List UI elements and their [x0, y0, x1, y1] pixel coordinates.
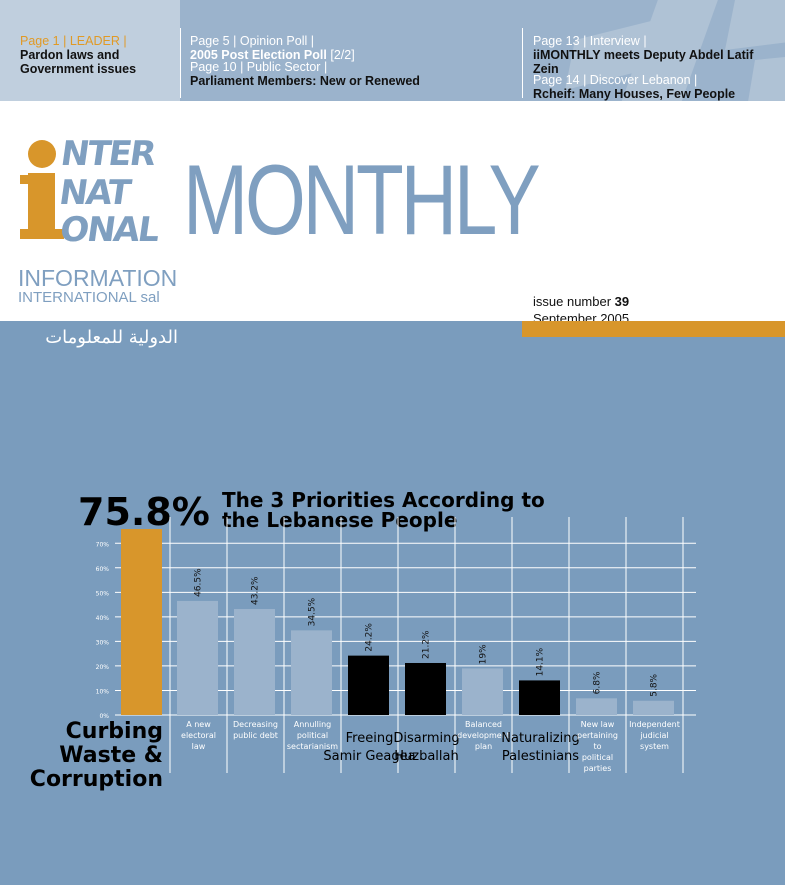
- bar: [462, 668, 503, 715]
- toc-item-2-page: Page 5: [190, 34, 230, 48]
- toc-item-2[interactable]: Page 5 | Opinion Poll | 2005 Post Electi…: [190, 34, 355, 62]
- chart-title: The 3 Priorities According to the Lebane…: [222, 488, 545, 532]
- bar: [177, 600, 218, 715]
- category-label: Independent: [629, 720, 680, 729]
- logo-line-3: ONAL: [58, 210, 162, 245]
- category-label: Annulling: [294, 720, 332, 729]
- y-tick-label: 40%: [96, 615, 110, 622]
- toc-item-4[interactable]: Page 13 | Interview | iiMONTHLY meets De…: [533, 34, 754, 76]
- value-label: 34.5%: [308, 597, 318, 626]
- international-logo: NTER NAT ONAL: [20, 134, 162, 245]
- publisher-line-2: INTERNATIONAL sal: [18, 289, 160, 306]
- masthead: [0, 101, 785, 321]
- masthead-title: MONTHLY: [183, 144, 541, 255]
- category-label: sectarianism: [287, 742, 338, 751]
- divider: [180, 28, 181, 98]
- issue-value: 39: [614, 294, 630, 309]
- category-label: Disarming: [393, 731, 459, 746]
- category-label: electoral: [181, 731, 216, 740]
- y-tick-label: 50%: [96, 590, 110, 597]
- value-label: 46.5%: [194, 568, 204, 597]
- toc-item-1-section: LEADER: [69, 34, 120, 48]
- toc-item-4-page: Page 13: [533, 34, 580, 48]
- value-label: 5.8%: [650, 673, 660, 696]
- y-tick-label: 20%: [96, 664, 110, 671]
- toc-item-3-section: Public Sector: [246, 60, 321, 74]
- value-label: 6.8%: [593, 671, 603, 694]
- category-label: Samir Geagea: [323, 749, 415, 764]
- toc-item-4-title: iiMONTHLY meets Deputy Abdel Latif Zein: [533, 48, 754, 76]
- divider: [522, 28, 523, 98]
- toc-item-4-section: Interview: [589, 34, 640, 48]
- category-label: plan: [475, 742, 492, 751]
- category-label: public debt: [233, 731, 278, 740]
- value-label: 21.2%: [422, 630, 432, 659]
- contents-bar: Page 1 | LEADER | Pardon laws and Govern…: [0, 0, 785, 101]
- toc-item-3-page: Page 10: [190, 60, 237, 74]
- toc-item-3-title: Parliament Members: New or Renewed: [190, 74, 420, 88]
- category-label: Naturalizing: [501, 731, 580, 746]
- accent-strip: [522, 321, 785, 337]
- issue-number: issue number 39: [533, 294, 629, 309]
- bar: [291, 630, 332, 715]
- y-tick-label: 0%: [99, 713, 109, 720]
- top-priority-label: Curbing Waste & Corruption: [29, 719, 163, 792]
- category-label: law: [192, 742, 206, 751]
- category-label: Palestinians: [502, 749, 579, 764]
- category-label: development: [457, 731, 510, 740]
- category-label: pertaining: [577, 731, 618, 740]
- bar: [234, 609, 275, 715]
- toc-item-5[interactable]: Page 14 | Discover Lebanon | Rcheif: Man…: [533, 73, 736, 101]
- bar: [348, 655, 389, 715]
- category-label: political: [582, 753, 613, 762]
- y-tick-label: 30%: [96, 639, 110, 646]
- map-decoration: [565, 0, 785, 101]
- issue-label: issue number: [533, 294, 612, 309]
- category-label: system: [640, 742, 669, 751]
- category-label: parties: [584, 764, 612, 773]
- bar: [519, 680, 560, 715]
- logo-line-2: NAT: [57, 173, 135, 213]
- publisher-line-1: INFORMATION: [18, 265, 178, 291]
- category-label: Decreasing: [233, 720, 278, 729]
- y-tick-label: 10%: [96, 688, 110, 695]
- toc-item-5-title: Rcheif: Many Houses, Few People: [533, 87, 736, 101]
- toc-item-5-page: Page 14: [533, 73, 580, 87]
- y-tick-label: 70%: [96, 541, 110, 548]
- highlight-percentage: 75.8%: [78, 490, 210, 534]
- value-label: 24.2%: [365, 623, 375, 652]
- bar: [405, 662, 446, 715]
- category-label: judicial: [639, 731, 668, 740]
- value-label: 43.2%: [251, 576, 261, 605]
- bar: [576, 698, 617, 715]
- toc-item-5-section: Discover Lebanon: [589, 73, 691, 87]
- toc-item-2-title: 2005 Post Election Poll: [190, 48, 327, 62]
- logo-line-1: NTER: [58, 134, 158, 174]
- category-label: to: [593, 742, 601, 751]
- arabic-logotype: الدولية للمعلومات: [45, 327, 178, 348]
- value-label: 19%: [479, 644, 489, 664]
- toc-item-3[interactable]: Page 10 | Public Sector | Parliament Mem…: [190, 60, 420, 88]
- toc-item-2-part: [2/2]: [330, 48, 355, 62]
- category-label: Freeing: [346, 731, 394, 746]
- toc-item-1-page: Page 1: [20, 34, 60, 48]
- category-label: political: [297, 731, 328, 740]
- toc-item-1-title: Pardon laws and Government issues: [20, 48, 137, 76]
- category-label: Huzballah: [394, 749, 459, 764]
- y-tick-label: 60%: [96, 566, 110, 573]
- bar: [633, 700, 674, 715]
- value-label: 14.1%: [536, 647, 546, 676]
- category-label: A new: [186, 720, 211, 729]
- category-label: New law: [581, 720, 615, 729]
- contents-lead-panel: [0, 0, 180, 101]
- toc-item-2-section: Opinion Poll: [239, 34, 308, 48]
- toc-item-1[interactable]: Page 1 | LEADER | Pardon laws and Govern…: [20, 34, 137, 76]
- bar: [121, 529, 162, 715]
- category-label: Balanced: [465, 720, 502, 729]
